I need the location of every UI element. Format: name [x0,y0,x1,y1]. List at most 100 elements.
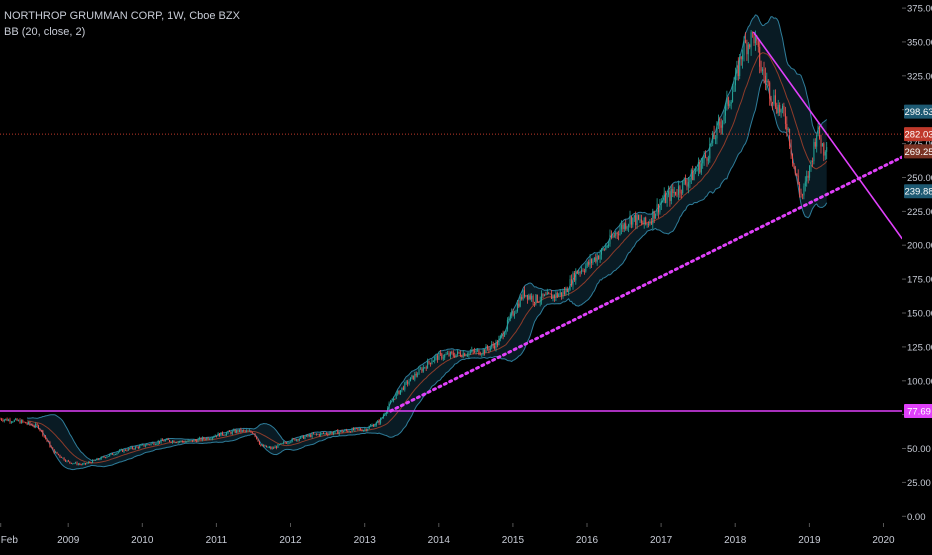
candle-body [565,288,567,295]
candle-body [243,430,245,431]
candle-body [774,95,776,108]
candle-body [55,451,57,453]
candle-body [137,446,139,448]
candle-body [116,452,118,455]
candle-body [608,244,610,247]
candle-body [343,431,344,433]
candle-body [317,434,319,435]
price-axis[interactable]: 0.0025.0050.0075.00100.00125.00150.00175… [902,0,932,550]
candle-body [666,194,668,203]
candle-body [675,191,677,195]
candle-body [619,229,621,235]
candle-body [391,400,393,402]
candle-body [382,415,384,418]
x-tick-label: 2015 [502,535,525,546]
candle-body [585,266,587,272]
candle-body [743,40,745,56]
candle-body [305,435,307,437]
candle-body [504,333,506,337]
candle-body [113,454,115,456]
candle-body [99,459,101,461]
candle-body [257,438,259,442]
candle-body [244,430,246,432]
candle-body [189,440,191,442]
indicator-title[interactable]: BB (20, close, 2) [4,26,86,38]
candle-body [484,349,486,353]
candle-body [277,444,279,448]
candle-body [190,440,192,441]
candle-body [602,248,604,250]
candle-body [712,132,714,144]
candle-body [703,154,705,160]
candle-body [136,446,138,448]
candle-body [562,291,564,296]
candle-body [40,430,42,431]
candle-body [786,123,788,130]
candle-body [146,444,148,446]
candle-body [25,422,27,424]
candle-body [568,290,570,293]
candle-body [432,360,434,362]
candle-body [589,259,591,265]
candle-body [571,279,573,286]
candle-body [639,219,641,221]
candle-body [82,463,84,465]
candle-body [773,95,775,104]
candle-body [344,430,346,432]
candle-body [62,457,64,459]
candle-body [60,456,62,458]
candle-body [676,194,678,196]
candle-body [140,445,142,446]
candle-body [508,319,510,320]
candle-body [549,293,551,295]
symbol-title[interactable]: NORTHROP GRUMMAN CORP, 1W, Cboe BZX [4,10,240,22]
candle-body [415,373,417,376]
candle-body [680,192,682,194]
candle-body [179,441,181,443]
candle-body [695,170,697,173]
candle-body [552,295,554,299]
candle-body [578,272,580,274]
candle-body [700,163,702,173]
candle-body [474,351,476,353]
candle-body [13,419,15,422]
candle-body [160,439,162,443]
candle-body [583,271,585,272]
candle-body [692,170,694,181]
candle-body [573,273,575,281]
candle-body [271,447,273,449]
candle-body [166,439,168,440]
candle-body [414,373,416,380]
candle-body [512,311,514,316]
candle-body [214,435,216,437]
candle-body [72,463,74,465]
candle-body [628,224,630,227]
candle-body [581,269,582,273]
candle-body [328,433,330,435]
candle-body [26,423,28,425]
candle-body [516,303,518,311]
time-axis[interactable]: Feb 2009 2010 2011 2012 2013 2014 2015 2016 2017 2… [0,523,902,550]
candle-body [274,446,276,449]
candle-body [669,191,671,201]
candle-body [112,453,114,455]
candle-body [462,353,464,358]
candle-body [276,446,277,448]
candle-body [727,97,729,106]
candle-body [404,382,406,390]
candle-body [803,186,805,196]
candle-body [8,419,10,421]
candle-body [348,431,350,433]
candle-body [723,115,725,121]
candle-body [139,445,141,448]
candle-body [181,440,183,442]
candle-body [559,292,561,295]
candle-body [697,161,699,170]
candle-body [298,438,300,441]
candle-body [593,257,595,261]
candle-body [239,429,240,432]
candle-body [722,120,724,128]
candle-body [823,143,825,156]
